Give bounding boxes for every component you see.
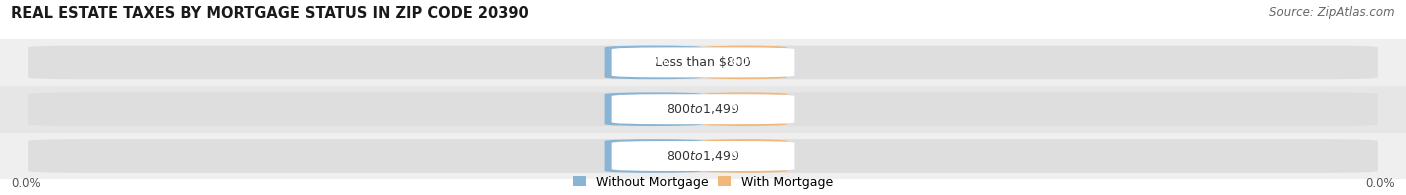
FancyBboxPatch shape	[612, 94, 794, 124]
Bar	[0, 133, 1406, 179]
Text: 0.0%: 0.0%	[1365, 177, 1395, 190]
Bar	[0, 86, 1406, 133]
Text: 0.0%: 0.0%	[638, 104, 669, 114]
Text: $800 to $1,499: $800 to $1,499	[666, 102, 740, 116]
FancyBboxPatch shape	[612, 141, 794, 171]
Legend: Without Mortgage, With Mortgage: Without Mortgage, With Mortgage	[574, 176, 832, 189]
FancyBboxPatch shape	[703, 92, 787, 126]
Text: 0.0%: 0.0%	[730, 104, 761, 114]
Text: Source: ZipAtlas.com: Source: ZipAtlas.com	[1270, 6, 1395, 19]
FancyBboxPatch shape	[605, 139, 703, 173]
Text: $800 to $1,499: $800 to $1,499	[666, 149, 740, 163]
FancyBboxPatch shape	[605, 46, 703, 79]
FancyBboxPatch shape	[703, 139, 787, 173]
Text: 0.0%: 0.0%	[638, 151, 669, 161]
Text: 0.0%: 0.0%	[730, 57, 761, 67]
FancyBboxPatch shape	[28, 46, 1378, 79]
Text: 0.0%: 0.0%	[638, 57, 669, 67]
FancyBboxPatch shape	[612, 47, 794, 77]
FancyBboxPatch shape	[28, 139, 1378, 173]
Bar	[0, 39, 1406, 86]
Text: REAL ESTATE TAXES BY MORTGAGE STATUS IN ZIP CODE 20390: REAL ESTATE TAXES BY MORTGAGE STATUS IN …	[11, 6, 529, 21]
Text: Less than $800: Less than $800	[655, 56, 751, 69]
FancyBboxPatch shape	[28, 92, 1378, 126]
FancyBboxPatch shape	[703, 46, 787, 79]
FancyBboxPatch shape	[605, 92, 703, 126]
Text: 0.0%: 0.0%	[730, 151, 761, 161]
Text: 0.0%: 0.0%	[11, 177, 41, 190]
